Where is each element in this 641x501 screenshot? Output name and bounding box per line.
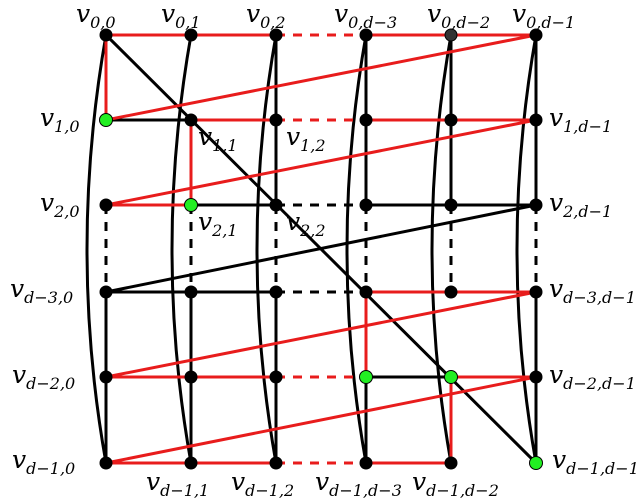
vertex-label-interior: v2,2 [286,207,326,240]
vertex [184,113,198,127]
red-diagonal-edge [105,375,537,465]
vertex-label-left: v1,0 [40,103,80,136]
vertices [99,28,543,470]
vertex [184,28,198,42]
vertex-highlighted [529,456,543,470]
black-edges [85,33,538,465]
vertex-label-left: vd−2,0 [12,360,75,393]
vertex-highlighted [99,113,113,127]
vertex [99,456,113,470]
vertex [529,285,543,299]
vertex [359,285,373,299]
vertex [184,370,198,384]
vertex [444,285,458,299]
red-diagonal-edge [105,118,537,207]
vertex [99,285,113,299]
vertex [99,28,113,42]
vertex [269,370,283,384]
vertex-label-interior: v1,2 [286,122,326,155]
vertex [184,285,198,299]
column-curve-0 [85,34,108,464]
vertex [269,198,283,212]
vertex-label-top: v0,d−3 [334,0,397,32]
vertex-label-top: v0,d−2 [427,0,490,32]
vertex-highlighted [359,370,373,384]
column-curve-2 [255,34,278,464]
vertex-label-left: vd−3,0 [10,274,73,307]
vertex-highlighted [184,198,198,212]
vertex-label-right: vd−2,d−1 [549,360,636,393]
red-diagonal-edge [105,33,537,122]
vertex [269,285,283,299]
vertex [444,113,458,127]
vertex [444,28,458,42]
vertex-label-right: v2,d−1 [549,188,612,221]
vertex-label-bottom: vd−1,d−2 [412,467,499,500]
vertex-label-bottom: vd−1,2 [231,467,294,500]
red-edges [104,33,537,465]
vertex-label-bottom: vd−1,1 [146,467,209,500]
vertex [359,198,373,212]
red-diagonal-edge [105,290,537,379]
vertex-label-left: vd−1,0 [12,445,75,478]
vertex-label-interior: v2,1 [198,207,238,240]
vertex [359,28,373,42]
vertex [269,28,283,42]
vertex-label-bottom: vd−1,d−3 [315,467,402,500]
vertex [359,113,373,127]
vertex [529,28,543,42]
column-curve-4 [430,34,453,464]
vertex [99,198,113,212]
vertex [184,456,198,470]
vertex-label-right: vd−3,d−1 [549,274,636,307]
vertex-label-interior: v1,1 [198,122,238,155]
vertex [444,456,458,470]
vertex-label-right: v1,d−1 [549,103,612,136]
vertex [99,370,113,384]
column-curve-1 [170,34,193,464]
vertex-label-top: v0,1 [161,0,201,32]
vertex-label-top: v0,2 [246,0,286,32]
vertex [269,456,283,470]
column-curve-3 [345,34,368,464]
vertex [359,456,373,470]
vertex-label-top: v0,d−1 [512,0,575,32]
vertex-label-left: v2,0 [40,188,80,221]
vertex-label-top: v0,0 [76,0,116,32]
vertex [529,198,543,212]
column-curve-5 [515,34,538,464]
diagonal-edge [105,203,537,294]
vertex [444,198,458,212]
vertex [529,370,543,384]
vertex-highlighted [444,370,458,384]
vertex-labels: v0,0 v0,1 v0,2 v0,d−3 v0,d−2 v0,d−1 v1,0 v2,0 vd… [10,0,639,500]
vertex [269,113,283,127]
vertex [529,113,543,127]
vertex-label-right: vd−1,d−1 [552,445,639,478]
